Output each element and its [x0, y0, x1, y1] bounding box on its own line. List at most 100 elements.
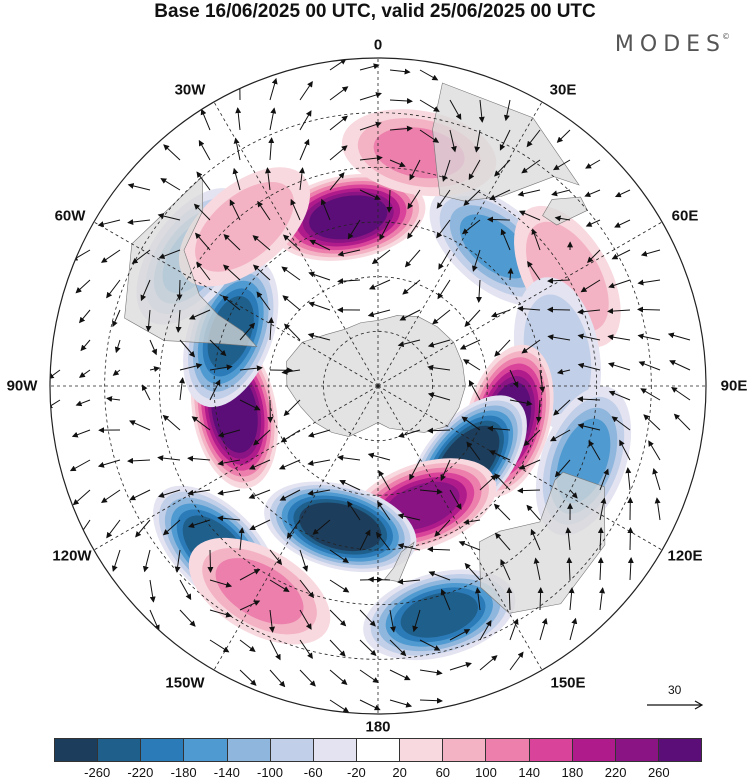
wind-vector [625, 467, 632, 491]
wind-vector [490, 309, 511, 318]
colorbar-segment [184, 739, 228, 761]
wind-vector [223, 234, 241, 251]
wind-vector [200, 108, 211, 131]
wind-vector [597, 527, 604, 551]
wind-vector [290, 198, 301, 221]
wind-vector [449, 489, 462, 510]
wind-vector [549, 429, 571, 442]
longitude-label: 90W [6, 377, 38, 395]
wind-vector [339, 479, 361, 491]
wind-vector [283, 399, 301, 417]
wind-vector [100, 489, 121, 503]
meridian-line [213, 385, 379, 671]
wind-vector [347, 500, 361, 521]
colorbar-segment [486, 739, 530, 761]
colorbar-tick-label: -100 [256, 765, 284, 780]
wind-vector [193, 203, 211, 221]
wind-vector [463, 518, 481, 525]
wind-vector [368, 279, 391, 290]
colorbar-tick-label: 180 [561, 765, 584, 780]
wind-vector [389, 639, 407, 657]
wind-vector [503, 99, 511, 122]
wind-vector [427, 392, 451, 401]
wind-vector [239, 669, 257, 686]
colorbar-tick-label: -220 [127, 765, 154, 780]
wind-vector [97, 219, 121, 228]
colorbar-tick-label: -140 [213, 765, 240, 780]
wind-vector [539, 369, 546, 393]
colorbar [54, 738, 702, 762]
wind-vector [367, 309, 391, 318]
wind-vector [307, 459, 331, 467]
longitude-label: 150E [550, 674, 586, 692]
wind-vector [409, 159, 421, 181]
wind-vector [434, 519, 451, 537]
wind-vector [127, 457, 151, 464]
wind-vector [174, 549, 181, 573]
wind-vector [565, 527, 572, 551]
wind-vector [179, 363, 203, 371]
wind-vector [479, 474, 497, 491]
wind-vector [419, 639, 441, 651]
wind-vector [375, 531, 391, 551]
wind-vector [106, 519, 121, 539]
wind-vector [611, 416, 631, 431]
wind-vector [389, 609, 396, 633]
wind-vector [556, 129, 571, 143]
wind-vector [209, 379, 221, 401]
wind-vector [537, 587, 544, 611]
wind-vector [308, 301, 331, 311]
wind-vector [654, 497, 661, 521]
wind-vector [238, 527, 245, 551]
wind-vector [509, 369, 519, 388]
longitude-label: 120E [667, 547, 703, 565]
wind-vector [187, 489, 211, 496]
wind-vector [175, 309, 182, 333]
wind-vector [437, 279, 451, 300]
wind-vector [367, 576, 391, 583]
anomaly-contour [299, 502, 382, 552]
wind-vector [233, 137, 241, 161]
wind-vector [149, 579, 156, 603]
wind-vector [149, 339, 158, 356]
wind-vector [607, 308, 631, 315]
wind-vector [464, 562, 481, 581]
wind-vector [248, 459, 271, 470]
wind-vector [554, 215, 571, 222]
wind-vector [526, 504, 541, 521]
wind-vector [359, 639, 377, 657]
wind-vector [553, 399, 571, 416]
wind-vector [196, 261, 211, 281]
wind-vector [518, 210, 541, 221]
colorbar-tick-label: -20 [346, 765, 366, 780]
wind-vector [149, 366, 161, 372]
wind-vector [308, 271, 331, 281]
wind-vector [207, 549, 214, 573]
wind-vector [329, 115, 348, 131]
colorbar-tick-label: -180 [170, 765, 197, 780]
wind-vector [299, 669, 316, 687]
wind-vector [198, 139, 211, 161]
wind-vector [299, 639, 313, 660]
meridian-line [377, 101, 543, 387]
wind-vector [191, 416, 211, 431]
wind-vector [269, 669, 286, 688]
wind-vector [471, 249, 481, 272]
wind-vector [257, 200, 271, 221]
colorbar-tick-label: 260 [647, 765, 670, 780]
wind-vector [476, 279, 483, 303]
wind-vector [269, 609, 275, 633]
wind-vector [551, 189, 571, 197]
anomaly-contour [195, 181, 294, 272]
wind-vector [239, 600, 261, 611]
wind-vector [389, 98, 413, 104]
wind-vector [320, 198, 331, 221]
wind-vector [256, 291, 271, 311]
wind-vector [217, 515, 241, 522]
colorbar-tick-label: 140 [518, 765, 541, 780]
wind-vector [389, 125, 413, 132]
wind-vector [329, 145, 348, 161]
wind-vector [160, 178, 181, 191]
wind-vector [440, 459, 451, 482]
meridian-line [213, 101, 379, 387]
